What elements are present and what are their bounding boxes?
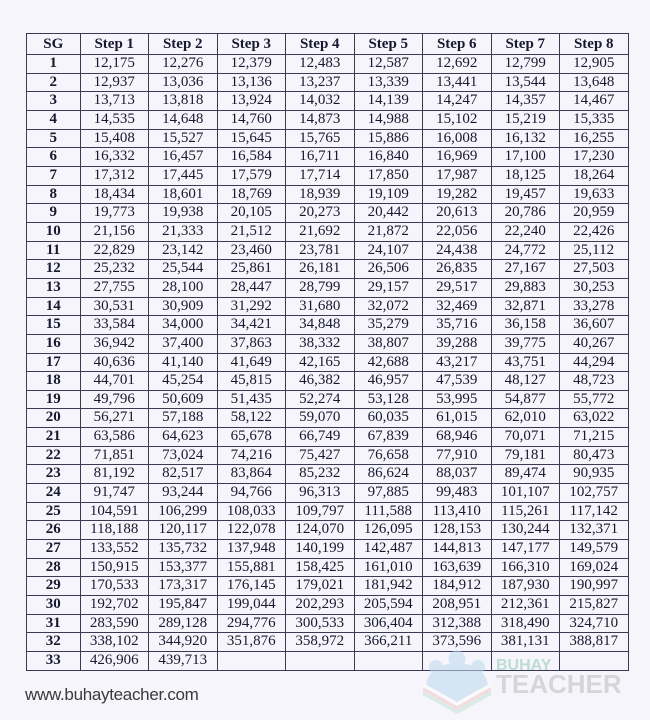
svg-text:TEACHER: TEACHER [496, 669, 622, 699]
